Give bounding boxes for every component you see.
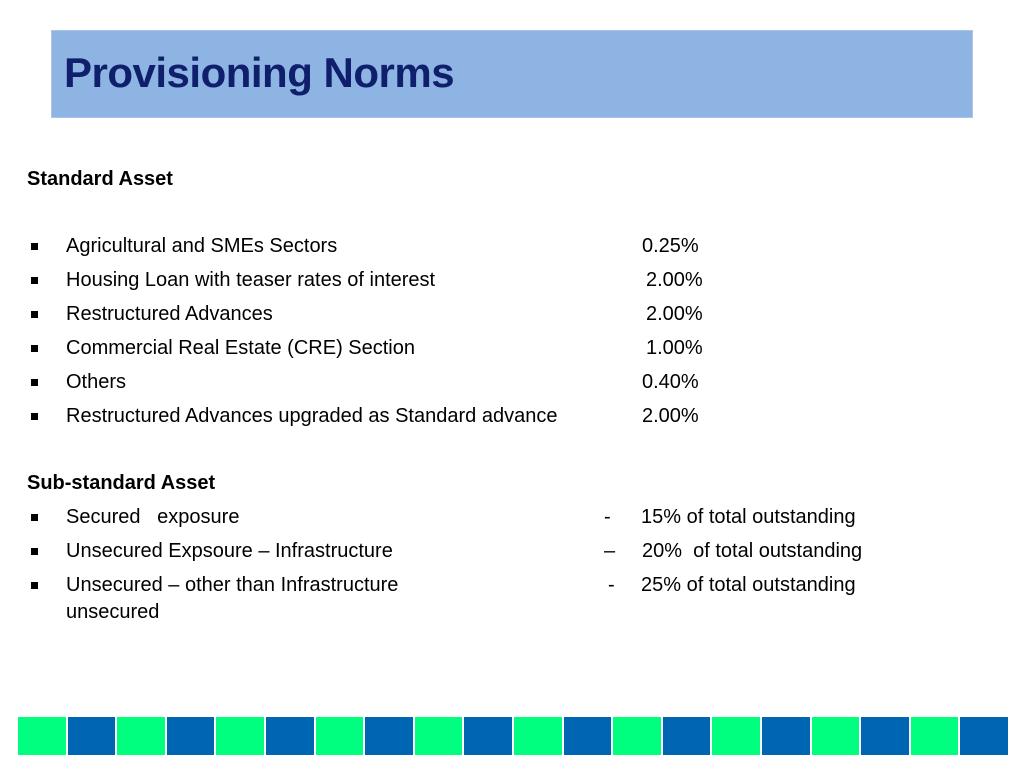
- item-value: 1.00%: [646, 337, 703, 359]
- footer-block-green: [513, 717, 564, 755]
- footer-block-green: [613, 717, 663, 755]
- item-label: Secured exposure: [66, 506, 240, 528]
- square-bullet-icon: [31, 277, 38, 284]
- footer-block-blue: [265, 717, 316, 755]
- footer-block-blue: [662, 717, 713, 755]
- item-continuation: unsecured: [66, 601, 160, 623]
- footer-block-green: [315, 717, 366, 755]
- item-value: 25% of total outstanding: [641, 574, 856, 596]
- footer-block-blue: [365, 717, 415, 755]
- square-bullet-icon: [31, 345, 38, 352]
- item-label: Restructured Advances upgraded as Standa…: [66, 405, 558, 427]
- item-value: 0.25%: [642, 235, 699, 257]
- footer-block-green: [18, 717, 68, 755]
- title-bar: Provisioning Norms: [51, 30, 973, 118]
- footer-block-green: [117, 717, 167, 755]
- item-dash: -: [608, 574, 615, 596]
- item-label: Unsecured Expsoure – Infrastructure: [66, 540, 393, 562]
- square-bullet-icon: [31, 243, 38, 250]
- standard-asset-heading: Standard Asset: [27, 168, 173, 190]
- item-dash: -: [604, 506, 611, 528]
- item-label: Restructured Advances: [66, 303, 273, 325]
- footer-block-green: [216, 717, 266, 755]
- footer-block-blue: [861, 717, 911, 755]
- footer-decorative-strip: [18, 717, 1008, 755]
- square-bullet-icon: [31, 548, 38, 555]
- square-bullet-icon: [31, 413, 38, 420]
- item-label: Agricultural and SMEs Sectors: [66, 235, 338, 257]
- footer-block-green: [414, 717, 465, 755]
- item-value: 15% of total outstanding: [641, 506, 856, 528]
- item-value: 0.40%: [642, 371, 699, 393]
- footer-block-green: [712, 717, 762, 755]
- item-label: Others: [66, 371, 127, 393]
- footer-block-blue: [960, 717, 1008, 755]
- footer-block-green: [910, 717, 961, 755]
- footer-block-green: [811, 717, 862, 755]
- sub-standard-asset-heading: Sub-standard Asset: [27, 472, 216, 494]
- slide-title: Provisioning Norms: [64, 49, 455, 96]
- square-bullet-icon: [31, 582, 38, 589]
- footer-block-blue: [761, 717, 812, 755]
- square-bullet-icon: [31, 311, 38, 318]
- square-bullet-icon: [31, 379, 38, 386]
- item-label: Housing Loan with teaser rates of intere…: [66, 269, 436, 291]
- item-label: Unsecured – other than Infrastructure: [66, 574, 399, 596]
- item-value: 2.00%: [646, 303, 703, 325]
- item-value: 2.00%: [646, 269, 703, 291]
- square-bullet-icon: [31, 514, 38, 521]
- footer-block-blue: [563, 717, 614, 755]
- item-value: 2.00%: [642, 405, 699, 427]
- footer-block-blue: [166, 717, 217, 755]
- item-label: Commercial Real Estate (CRE) Section: [66, 337, 415, 359]
- item-value: 20% of total outstanding: [642, 540, 863, 562]
- item-dash: –: [604, 540, 616, 562]
- footer-block-blue: [67, 717, 118, 755]
- footer-block-blue: [464, 717, 514, 755]
